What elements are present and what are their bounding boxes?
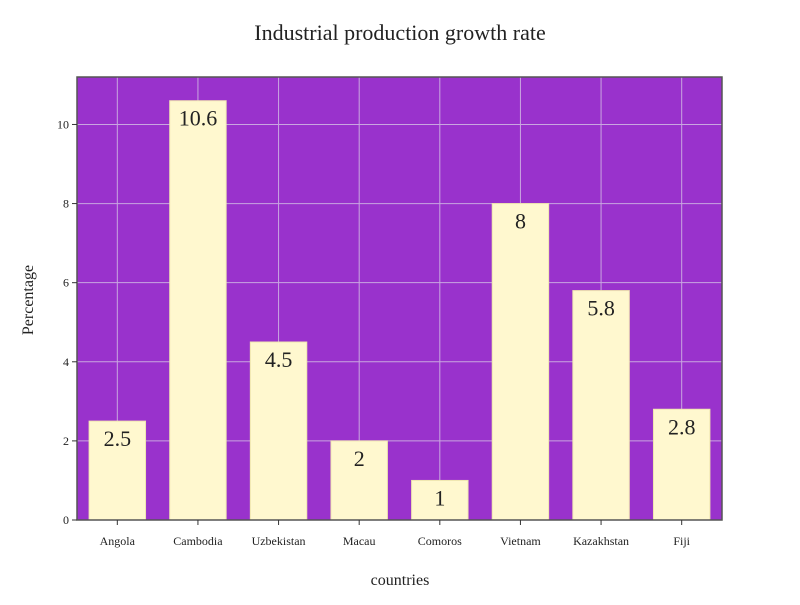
bar-vietnam bbox=[491, 203, 550, 521]
data-label: 2.5 bbox=[104, 426, 132, 451]
data-label: 8 bbox=[515, 209, 526, 234]
data-label: 10.6 bbox=[179, 106, 218, 131]
x-tick-label: Cambodia bbox=[173, 534, 223, 548]
x-axis-title: countries bbox=[371, 572, 430, 589]
data-label: 1 bbox=[434, 485, 445, 510]
y-tick-label: 2 bbox=[63, 434, 69, 448]
bar-fiji bbox=[652, 408, 711, 521]
y-tick-label: 8 bbox=[63, 197, 69, 211]
x-tick-label: Uzbekistan bbox=[252, 534, 306, 548]
data-label: 5.8 bbox=[587, 296, 615, 321]
bar-macau bbox=[330, 440, 388, 521]
y-tick-label: 4 bbox=[63, 355, 69, 369]
data-label: 2 bbox=[354, 446, 365, 471]
x-tick-label: Vietnam bbox=[500, 534, 541, 548]
y-tick-label: 6 bbox=[63, 276, 69, 290]
x-tick-label: Macau bbox=[343, 534, 376, 548]
bar-comoros bbox=[411, 479, 469, 521]
bar-cambodia bbox=[169, 100, 227, 521]
plot-area: 2.5 10.6 4.5 2 1 8 5.8 2.8 0 2 4 6 8 10 Angola Cambodia… bbox=[57, 76, 723, 548]
x-tick-label: Fiji bbox=[673, 534, 690, 548]
x-tick-label: Kazakhstan bbox=[573, 534, 629, 548]
x-tick-label: Comoros bbox=[418, 534, 462, 548]
bar-kazakhstan bbox=[572, 290, 630, 521]
bar-uzbekistan bbox=[249, 341, 308, 521]
bar-angola bbox=[88, 420, 147, 521]
plot-frame bbox=[76, 76, 723, 521]
x-tick-label: Angola bbox=[100, 534, 136, 548]
data-label: 4.5 bbox=[265, 347, 293, 372]
y-tick-label: 10 bbox=[57, 117, 69, 131]
data-label: 2.8 bbox=[668, 414, 696, 439]
y-tick-label: 0 bbox=[63, 513, 69, 527]
y-axis-title: Percentage bbox=[20, 265, 37, 335]
chart-title: Industrial production growth rate bbox=[254, 20, 545, 45]
